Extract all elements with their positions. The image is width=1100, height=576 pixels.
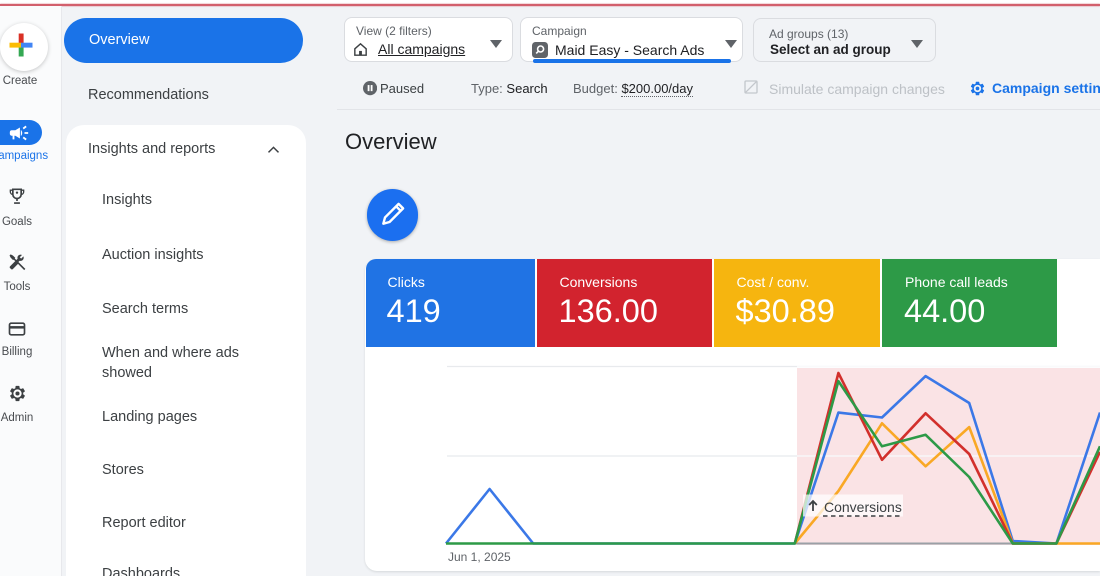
svg-text:Conversions: Conversions xyxy=(824,499,902,515)
svg-text:Jun 1, 2025: Jun 1, 2025 xyxy=(448,550,511,564)
